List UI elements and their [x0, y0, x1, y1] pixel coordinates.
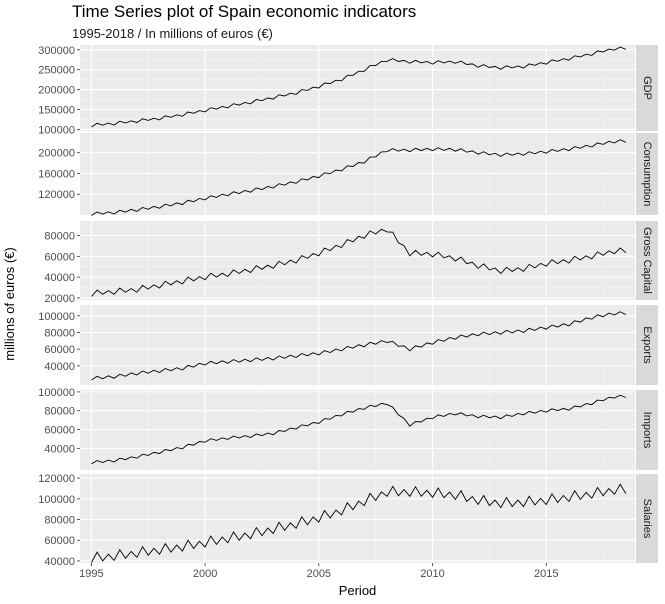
- series-line-salaries: [91, 483, 627, 563]
- x-tick-label: 2000: [193, 568, 217, 580]
- y-tick-label: 80000: [44, 406, 75, 418]
- y-tick-label: 80000: [44, 231, 75, 243]
- y-tick-label: 300000: [38, 45, 75, 57]
- y-tick-label: 100000: [38, 494, 75, 506]
- panel-background: [80, 45, 635, 131]
- panel-gdp: 100000 150000 200000 250000 300000 GDP: [38, 45, 658, 136]
- facet-strip: [636, 45, 658, 131]
- series-line-gross-capital: [91, 228, 627, 297]
- panel-imports: 40000 60000 80000 100000 Imports: [38, 387, 658, 470]
- facet-strip-label: Imports: [641, 412, 653, 449]
- panel-exports: 40000 60000 80000 100000 Exports: [38, 305, 658, 385]
- y-tick-label: 20000: [44, 293, 75, 305]
- facet-strip: [636, 390, 658, 470]
- facet-strip: [636, 305, 658, 385]
- y-tick-label: 40000: [44, 361, 75, 373]
- series-line-gdp: [91, 46, 627, 128]
- facet-strip-label: GDP: [641, 76, 653, 100]
- y-tick-label: 40000: [44, 556, 75, 568]
- facet-strip-label: Gross Capital: [641, 227, 653, 294]
- y-tick-label: 40000: [44, 272, 75, 284]
- facet-strip-label: Consumption: [641, 142, 653, 207]
- chart-subtitle: 1995-2018 / In millions of euros (€): [72, 26, 273, 41]
- y-tick-label: 100000: [38, 387, 75, 399]
- series-line-consumption: [91, 139, 627, 216]
- facet-strip: [636, 133, 658, 215]
- panel-consumption: 120000 160000 200000 Consumption: [38, 133, 658, 216]
- facet-panels: 100000150000200000250000300000GDP1200001…: [38, 45, 658, 568]
- series-line-exports: [91, 311, 627, 381]
- y-tick-label: 80000: [44, 515, 75, 527]
- y-tick-label: 200000: [38, 85, 75, 97]
- y-tick-label: 150000: [38, 105, 75, 117]
- chart-title: Time Series plot of Spain economic indic…: [72, 2, 416, 21]
- y-tick-label: 100000: [38, 311, 75, 323]
- panel-background: [80, 474, 635, 563]
- panel-gross-capital: 20000 40000 60000 80000 Gross Capital: [44, 221, 658, 305]
- x-tick-label: 2005: [307, 568, 331, 580]
- panel-salaries: 40000 60000 80000 100000 120000 Salaries: [38, 473, 658, 568]
- facet-strip: [636, 474, 658, 563]
- panel-background: [80, 221, 635, 300]
- y-tick-label: 200000: [38, 148, 75, 160]
- x-axis-title: Period: [339, 583, 377, 598]
- y-tick-label: 40000: [44, 443, 75, 455]
- x-tick-label: 2010: [420, 568, 444, 580]
- y-tick-label: 160000: [38, 168, 75, 180]
- y-axis-title: millions of euros (€): [2, 247, 17, 360]
- y-tick-label: 100000: [38, 124, 75, 136]
- y-tick-label: 120000: [38, 189, 75, 201]
- y-tick-label: 60000: [44, 535, 75, 547]
- y-tick-label: 60000: [44, 251, 75, 263]
- facet-strip-label: Salaries: [641, 499, 653, 539]
- series-line-imports: [91, 394, 627, 465]
- y-tick-label: 80000: [44, 328, 75, 340]
- y-tick-label: 60000: [44, 425, 75, 437]
- x-tick-label: 2015: [534, 568, 558, 580]
- facet-strip: [636, 221, 658, 300]
- x-axis: 1995 2000 2005 2010 2015: [79, 563, 559, 580]
- x-tick-label: 1995: [79, 568, 103, 580]
- y-tick-label: 60000: [44, 344, 75, 356]
- y-tick-label: 120000: [38, 473, 75, 485]
- y-tick-label: 250000: [38, 65, 75, 77]
- facet-strip-label: Exports: [641, 326, 653, 364]
